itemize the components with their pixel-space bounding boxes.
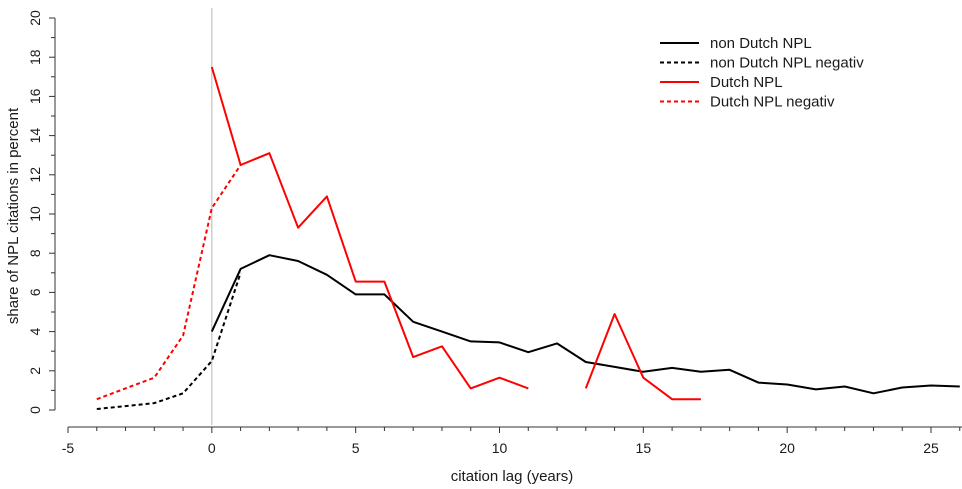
x-tick-label: -5 (62, 440, 75, 456)
legend-label: non Dutch NPL negativ (710, 55, 864, 72)
x-tick-label: 25 (923, 440, 939, 456)
y-tick-label: 0 (27, 406, 43, 414)
legend: non Dutch NPL non Dutch NPL negativ Dutch … (660, 35, 864, 111)
axes-layer: 0 2 4 6 8 10 12 14 16 18 20 -5 0 5 10 15 20 25 (27, 10, 962, 456)
x-axis-title: citation lag (years) (451, 468, 574, 485)
y-tick-label: 4 (27, 327, 43, 335)
x-tick-label: 10 (492, 440, 508, 456)
x-tick-label: 0 (208, 440, 216, 456)
series-line-non-dutch-npl-0 (210, 254, 960, 395)
series-line-non-dutch-npl-negativ-0 (96, 272, 242, 410)
series-line-dutch-npl-0 (210, 66, 529, 390)
y-tick-label: 14 (27, 128, 43, 144)
legend-label: Dutch NPL (710, 74, 783, 91)
y-tick-label: 2 (27, 367, 43, 375)
x-tick-label: 20 (779, 440, 795, 456)
legend-label: non Dutch NPL (710, 35, 812, 52)
series-line-dutch-npl-negativ-0 (96, 164, 242, 401)
x-tick-label: 15 (636, 440, 652, 456)
y-tick-label: 18 (27, 49, 43, 65)
y-tick-label: 20 (27, 10, 43, 26)
y-tick-label: 12 (27, 167, 43, 183)
legend-label: Dutch NPL negativ (710, 94, 835, 111)
x-tick-label: 5 (352, 440, 360, 456)
series-line-dutch-npl-1 (584, 313, 701, 401)
y-axis-title: share of NPL citations in percent (5, 107, 22, 324)
y-tick-label: 8 (27, 249, 43, 257)
y-tick-label: 6 (27, 288, 43, 296)
series-layer (96, 66, 960, 410)
y-tick-label: 10 (27, 206, 43, 222)
y-tick-label: 16 (27, 88, 43, 104)
